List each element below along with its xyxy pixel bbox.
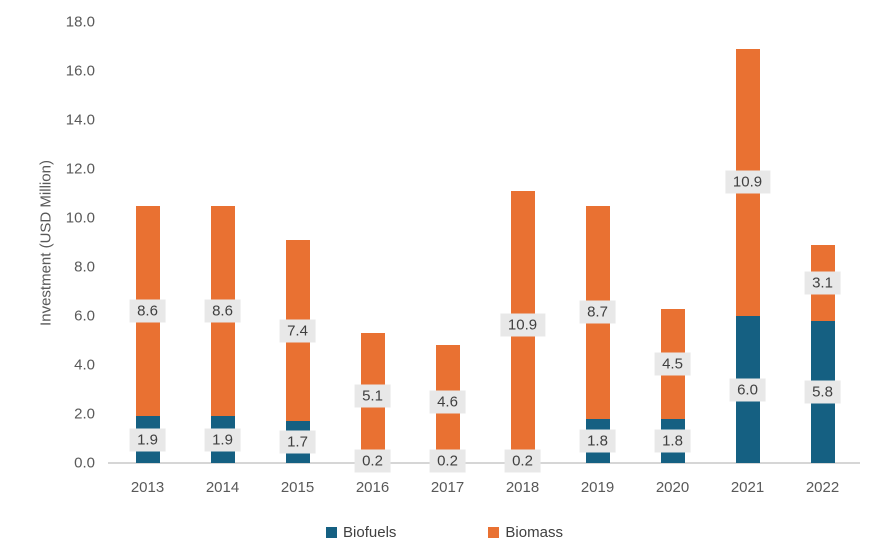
x-tick-label-2018: 2018 xyxy=(505,479,540,496)
data-label-biofuels-2013: 1.9 xyxy=(129,428,166,452)
data-label-biomass-2020: 4.5 xyxy=(654,352,691,376)
x-axis-line xyxy=(108,462,860,464)
legend: Biofuels Biomass xyxy=(0,524,889,541)
y-tick-label: 8.0 xyxy=(74,258,95,276)
y-tick-label: 0.0 xyxy=(74,454,95,472)
data-label-biofuels-2021: 6.0 xyxy=(729,378,766,401)
data-label-biomass-2022: 3.1 xyxy=(804,271,841,295)
legend-swatch-biomass xyxy=(488,527,500,538)
legend-item-biofuels: Biofuels xyxy=(326,524,396,541)
x-tick-label-2017: 2017 xyxy=(430,479,465,496)
x-tick-label-2013: 2013 xyxy=(130,479,165,496)
x-tick-label-2020: 2020 xyxy=(655,479,690,496)
data-label-biomass-2017: 4.6 xyxy=(429,390,466,414)
x-tick-label-2015: 2015 xyxy=(280,479,315,496)
x-tick-label-2014: 2014 xyxy=(205,479,240,496)
data-label-biofuels-2014: 1.9 xyxy=(204,428,241,452)
x-tick-label-2019: 2019 xyxy=(580,479,615,496)
legend-swatch-biofuels xyxy=(326,527,338,538)
data-label-biomass-2015: 7.4 xyxy=(279,319,316,343)
y-tick-label: 16.0 xyxy=(65,62,95,80)
y-tick-label: 18.0 xyxy=(65,13,95,31)
data-label-biofuels-2019: 1.8 xyxy=(579,429,616,453)
legend-label-biofuels: Biofuels xyxy=(343,524,397,541)
y-tick-label: 2.0 xyxy=(74,405,95,423)
legend-item-biomass: Biomass xyxy=(488,524,563,541)
y-tick-label: 12.0 xyxy=(65,160,95,178)
x-tick-label-2021: 2021 xyxy=(730,479,765,496)
data-label-biomass-2018: 10.9 xyxy=(499,313,546,337)
x-tick-label-2016: 2016 xyxy=(355,479,390,496)
y-tick-label: 4.0 xyxy=(74,356,95,374)
legend-label-biomass: Biomass xyxy=(505,524,563,541)
y-axis-title: Investment (USD Million) xyxy=(37,160,55,326)
x-tick-label-2022: 2022 xyxy=(805,479,840,496)
data-label-biomass-2013: 8.6 xyxy=(129,299,166,323)
data-label-biofuels-2022: 5.8 xyxy=(804,380,841,404)
data-label-biofuels-2020: 1.8 xyxy=(654,429,691,453)
data-label-biofuels-2018: 0.2 xyxy=(504,449,541,473)
data-label-biomass-2016: 5.1 xyxy=(354,384,391,408)
y-tick-label: 6.0 xyxy=(74,307,95,325)
y-tick-label: 10.0 xyxy=(65,209,95,227)
data-label-biomass-2021: 10.9 xyxy=(724,170,771,194)
data-label-biofuels-2017: 0.2 xyxy=(429,449,466,473)
data-label-biofuels-2016: 0.2 xyxy=(354,449,391,473)
data-label-biofuels-2015: 1.7 xyxy=(279,430,316,454)
data-label-biomass-2014: 8.6 xyxy=(204,299,241,323)
data-label-biomass-2019: 8.7 xyxy=(579,300,616,324)
y-tick-label: 14.0 xyxy=(65,111,95,129)
